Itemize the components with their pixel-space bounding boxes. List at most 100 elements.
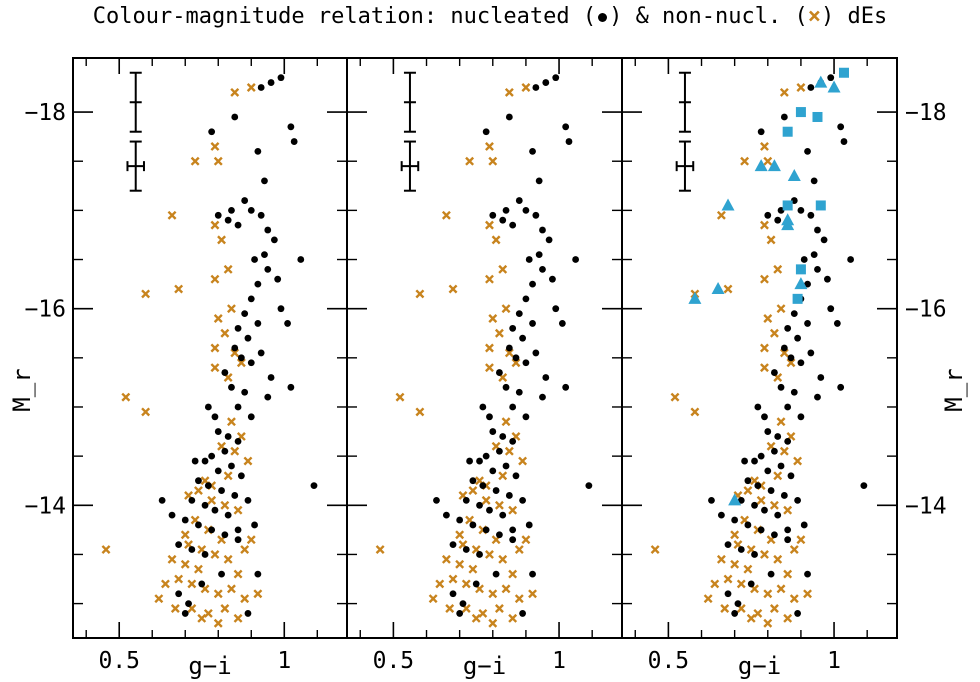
nucleated-point	[264, 265, 272, 273]
non-nucleated-point	[498, 471, 508, 481]
nucleated-point	[757, 452, 765, 460]
nucleated-point	[797, 206, 805, 214]
non-nucleated-point	[210, 220, 220, 230]
nucleated-point	[201, 457, 209, 465]
non-nucleated-point	[514, 545, 524, 554]
nucleated-point	[724, 590, 732, 598]
non-nucleated-point	[740, 156, 750, 166]
non-nucleated-point	[773, 554, 783, 564]
x-tick-label: 1	[552, 648, 566, 674]
non-nucleated-point	[435, 579, 445, 589]
nucleated-point	[771, 447, 778, 455]
y-tick-label-right: −18	[905, 100, 947, 126]
nucleated-point	[754, 403, 762, 411]
non-nucleated-point	[415, 289, 425, 299]
non-nucleated-point	[445, 604, 455, 613]
non-nucleated-point	[193, 564, 203, 574]
non-nucleated-point	[690, 407, 700, 417]
nucleated-point	[175, 590, 183, 598]
panel-2-frame	[346, 57, 623, 639]
cyan-triangle-point	[814, 75, 828, 88]
non-nucleated-point	[743, 564, 753, 574]
nucleated-point	[509, 403, 517, 411]
cyan-square-point	[795, 107, 806, 118]
nucleated-point	[234, 324, 242, 332]
nucleated-point	[751, 551, 758, 558]
nucleated-point	[804, 147, 811, 155]
nucleated-point	[489, 428, 497, 435]
nucleated-point	[800, 256, 808, 263]
non-nucleated-point	[160, 579, 170, 589]
non-nucleated-point	[415, 407, 425, 417]
nucleated-point	[247, 295, 255, 303]
non-nucleated-point	[207, 495, 217, 505]
nucleated-point	[535, 177, 543, 185]
nucleated-point	[496, 531, 503, 539]
nucleated-point	[512, 354, 520, 362]
non-nucleated-point	[703, 594, 713, 604]
y-tick-label-right: −14	[905, 493, 947, 519]
nucleated-point	[777, 383, 785, 391]
non-nucleated-point	[240, 594, 250, 604]
nucleated-point	[761, 506, 768, 514]
nucleated-point	[529, 570, 536, 578]
y-tick-label-right: −16	[905, 297, 947, 323]
nucleated-point	[804, 570, 811, 578]
nucleated-point	[525, 256, 533, 263]
title-part1: Colour-magnitude relation: nucleated (	[92, 4, 597, 29]
nucleated-point	[476, 551, 483, 558]
nucleated-point	[751, 457, 758, 465]
non-nucleated-point	[511, 358, 521, 368]
non-nucleated-point	[789, 594, 799, 604]
non-nucleated-point	[723, 574, 733, 584]
nucleated-point	[208, 452, 216, 460]
nucleated-point	[837, 123, 845, 131]
nucleated-point	[724, 541, 732, 549]
nucleated-point	[532, 349, 540, 357]
nucleated-point	[449, 541, 457, 549]
nucleated-point	[522, 413, 530, 421]
nucleated-point	[790, 388, 798, 396]
nucleated-point	[195, 477, 202, 485]
nucleated-point	[797, 359, 805, 367]
nucleated-point	[767, 487, 775, 494]
nucleated-point	[545, 236, 553, 244]
nucleated-point	[837, 383, 845, 391]
nucleated-point	[241, 388, 249, 396]
non-nucleated-point	[441, 210, 451, 220]
nucleated-point	[228, 383, 235, 391]
non-nucleated-point	[776, 417, 786, 427]
nucleated-point	[509, 526, 517, 534]
cyan-square-point	[782, 126, 793, 137]
nucleated-point	[731, 610, 739, 617]
nucleated-point	[542, 79, 550, 86]
nucleated-point	[804, 280, 811, 288]
nucleated-point	[254, 280, 262, 288]
nucleated-point	[774, 511, 782, 519]
nucleated-point	[502, 462, 510, 470]
non-nucleated-point	[508, 613, 518, 623]
nucleated-point	[228, 206, 235, 214]
nucleated-point	[267, 374, 275, 381]
title-part2: ) & non-nucl. (	[609, 4, 808, 29]
nucleated-point	[201, 551, 209, 558]
nucleated-point	[287, 123, 295, 131]
non-nucleated-point	[760, 343, 769, 353]
non-nucleated-point	[220, 328, 230, 338]
nucleated-symbol	[598, 12, 608, 22]
nucleated-point	[807, 84, 815, 91]
nucleated-point	[462, 496, 470, 504]
non-nucleated-point	[121, 392, 131, 402]
non-nucleated-point	[730, 559, 740, 569]
nucleated-point	[228, 462, 235, 470]
non-nucleated-point	[210, 142, 220, 151]
nucleated-point	[204, 403, 212, 411]
nucleated-point	[562, 383, 570, 391]
non-nucleated-point	[233, 613, 243, 623]
nucleated-point	[780, 113, 788, 121]
non-nucleated-point	[736, 579, 746, 589]
x-tick-label: 1	[277, 648, 291, 674]
non-nucleated-point	[773, 471, 783, 481]
nucleated-point	[539, 265, 546, 273]
panel-3-frame	[621, 57, 898, 639]
